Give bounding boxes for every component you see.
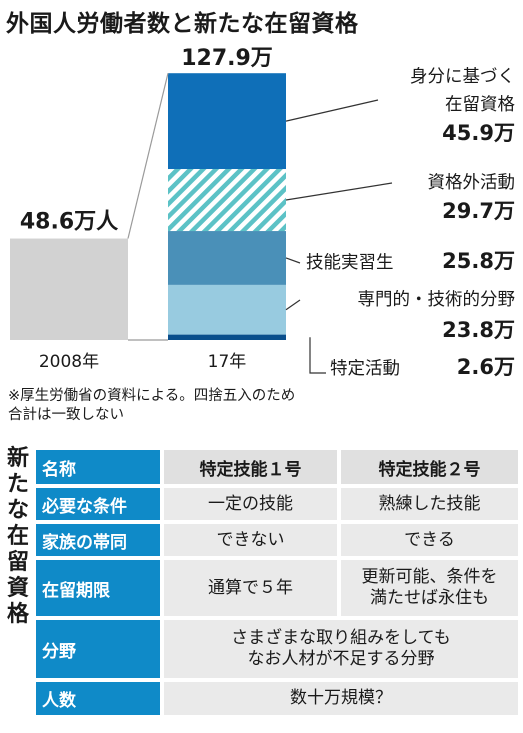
row-conditions: 必要な条件 一定の技能 熟練した技能 [36,488,518,520]
source-note: ※厚生労働省の資料による。四捨五入のため 合計は一致しない [8,387,295,425]
segment-value-3: 23.8万 [442,318,515,342]
residence-status-table: 名称 特定技能１号 特定技能２号 必要な条件 一定の技能 熟練した技能 家族の帯… [36,446,518,719]
row-field: 分野 さまざまな取り組みをしても なお人材が不足する分野 [36,620,518,678]
segment-name-0-line-0: 身分に基づく [410,67,515,87]
header-col1-cell: 特定技能１号 [164,450,341,484]
segment-value-0: 45.9万 [442,121,515,145]
row-conditions-col2: 熟練した技能 [341,488,518,520]
bar-17-segment-1 [168,169,286,232]
segment-name-0-line-1: 在留資格 [445,95,515,115]
leader-line-0 [285,99,379,122]
row-period-label: 在留期限 [36,560,164,616]
category-label-17: 17年 [208,352,247,372]
row-count: 人数 数十万規模？ [36,682,518,715]
row-count-label: 人数 [36,682,164,715]
row-period-col1: 通算で５年 [164,560,341,616]
row-field-label: 分野 [36,620,164,678]
leader-line-4 [309,337,326,374]
row-family-label: 家族の帯同 [36,524,164,556]
row-count-value: 数十万規模？ [164,682,518,715]
bar-2008 [10,238,128,340]
leader-line-1 [285,182,393,201]
segment-name-4-line-0: 特定活動 [330,359,400,379]
row-field-line-1: さまざまな取り組みをしても [231,628,451,648]
row-family-col1: できない [164,524,341,556]
table-header-row: 名称 特定技能１号 特定技能２号 [36,450,518,484]
row-period-col2-line-1: 更新可能、条件を [361,567,498,587]
row-conditions-col1: 一定の技能 [164,488,341,520]
segment-name-1-line-0: 資格外活動 [428,173,516,193]
source-note-line-1: ※厚生労働省の資料による。四捨五入のため [8,388,296,404]
segment-value-1: 29.7万 [442,199,515,223]
row-period: 在留期限 通算で５年 更新可能、条件を 満たせば永住も [36,560,518,616]
chart-title: 外国人労働者数と新たな在留資格 [6,11,359,37]
segment-value-4: 2.6万 [457,355,515,379]
bar-17-segment-0 [168,73,286,170]
row-family: 家族の帯同 できない できる [36,524,518,556]
leader-line-3 [285,299,301,311]
header-col2-cell: 特定技能２号 [341,450,518,484]
segment-name-2-line-0: 技能実習生 [306,253,394,273]
total-label-2008: 48.6万人 [20,210,118,235]
category-label-2008: 2008年 [39,352,99,372]
segment-value-2: 25.8万 [442,249,515,273]
bar-17-segment-3 [168,284,286,335]
source-note-line-2: 合計は一致しない [8,407,124,423]
segment-name-3-line-0: 専門的・技術的分野 [358,290,516,310]
row-period-col2-line-2: 満たせば永住も [370,588,489,608]
row-conditions-label: 必要な条件 [36,488,164,520]
row-period-col2: 更新可能、条件を 満たせば永住も [341,560,518,616]
header-label-cell: 名称 [36,450,164,484]
connector-line-top [127,73,169,239]
bar-17-segment-4 [168,334,286,340]
leader-line-2 [285,257,301,264]
table-title: 新たな在留資格 [6,446,29,627]
total-label-17: 127.9万 [181,46,273,71]
bar-17-segment-2 [168,231,286,285]
row-field-value: さまざまな取り組みをしても なお人材が不足する分野 [164,620,518,678]
row-family-col2: できる [341,524,518,556]
row-field-line-2: なお人材が不足する分野 [247,649,435,669]
